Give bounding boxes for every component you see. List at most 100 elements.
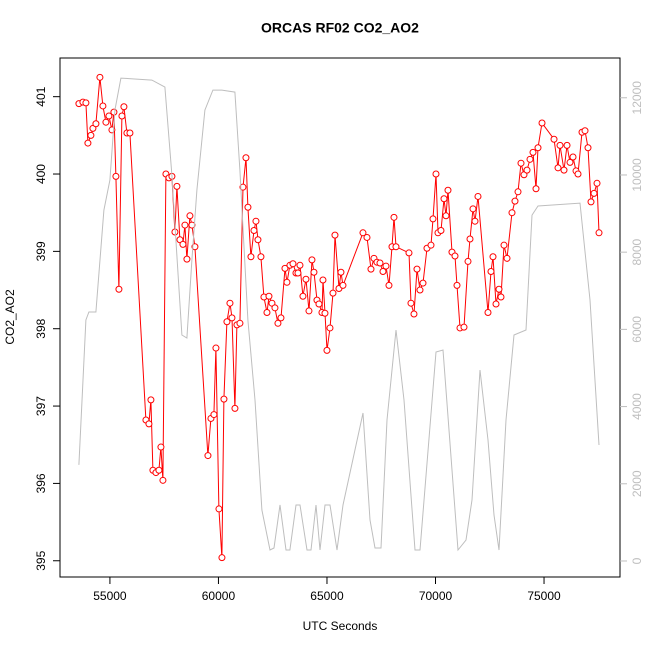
x-tick-label: 60000 <box>202 589 236 603</box>
data-point <box>250 226 258 234</box>
data-point <box>231 404 239 412</box>
data-point <box>550 135 558 143</box>
data-point <box>310 268 318 276</box>
data-point <box>460 323 468 331</box>
data-point <box>569 153 577 161</box>
data-point <box>526 155 534 163</box>
data-point <box>359 229 367 237</box>
data-point <box>126 129 134 137</box>
data-point <box>337 268 345 276</box>
y2-tick-label: 2000 <box>630 470 644 497</box>
y2-tick-label: 8000 <box>630 238 644 265</box>
data-point <box>495 285 503 293</box>
data-point <box>319 276 327 284</box>
data-point <box>593 179 601 187</box>
y-tick-label: 395 <box>34 550 48 570</box>
data-point <box>474 192 482 200</box>
data-point <box>321 309 329 317</box>
chart-title: ORCAS RF02 CO2_AO2 <box>261 20 419 36</box>
data-point <box>376 259 384 267</box>
data-point <box>228 314 236 322</box>
data-point <box>523 166 531 174</box>
data-point <box>566 158 574 166</box>
data-point <box>82 99 90 107</box>
data-point <box>220 395 228 403</box>
data-point <box>102 118 110 126</box>
data-point <box>226 299 234 307</box>
data-point <box>84 139 92 147</box>
data-point <box>210 411 218 419</box>
data-point <box>294 269 302 277</box>
data-point <box>296 261 304 269</box>
data-point <box>99 102 107 110</box>
data-point <box>147 396 155 404</box>
y-tick-label: 396 <box>34 473 48 493</box>
data-point <box>326 324 334 332</box>
y-axis-label: CO2_AO2 <box>3 289 17 345</box>
x-tick-label: 65000 <box>310 589 344 603</box>
data-point <box>466 235 474 243</box>
data-point <box>218 554 226 562</box>
x-axis-label: UTC Seconds <box>303 619 378 633</box>
data-point <box>254 236 262 244</box>
data-point <box>492 300 500 308</box>
data-point <box>453 281 461 289</box>
data-point <box>112 172 120 180</box>
data-point <box>451 252 459 260</box>
data-point <box>331 231 339 239</box>
data-point <box>416 286 424 294</box>
data-point <box>244 203 252 211</box>
data-point <box>554 164 562 172</box>
data-point <box>440 195 448 203</box>
data-point <box>302 275 310 283</box>
data-point <box>584 144 592 152</box>
data-point <box>363 233 371 241</box>
data-point <box>87 131 95 139</box>
data-point <box>186 212 194 220</box>
data-point <box>329 289 337 297</box>
data-point <box>407 299 415 307</box>
data-point <box>281 264 289 272</box>
data-point <box>305 307 313 315</box>
data-point <box>385 281 393 289</box>
data-point <box>587 198 595 206</box>
data-point <box>265 292 273 300</box>
y2-tick-label: 12000 <box>630 81 644 115</box>
y2-tick-label: 4000 <box>630 393 644 420</box>
data-point <box>188 221 196 229</box>
data-point <box>497 293 505 301</box>
data-point <box>444 186 452 194</box>
data-point <box>508 209 516 217</box>
data-point <box>236 319 244 327</box>
data-point <box>247 253 255 261</box>
data-point <box>484 308 492 316</box>
data-point <box>532 185 540 193</box>
data-point <box>413 265 421 273</box>
y-tick-label: 398 <box>34 318 48 338</box>
data-point <box>118 112 126 120</box>
x-tick-label: 55000 <box>93 589 127 603</box>
data-point <box>289 260 297 268</box>
y-tick-label: 399 <box>34 241 48 261</box>
data-point <box>464 257 472 265</box>
plot-frame <box>59 57 621 578</box>
data-point <box>204 452 212 460</box>
y2-tick-label: 10000 <box>630 158 644 192</box>
data-point <box>110 108 118 116</box>
data-point <box>271 304 279 312</box>
data-point <box>183 255 191 263</box>
data-point <box>120 103 128 111</box>
data-point <box>315 300 323 308</box>
data-point <box>410 310 418 318</box>
data-point <box>367 265 375 273</box>
data-point <box>590 189 598 197</box>
data-point <box>427 241 435 249</box>
series-line <box>78 77 600 558</box>
y-tick-label: 400 <box>34 164 48 184</box>
series-line <box>78 77 600 552</box>
data-point <box>581 127 589 135</box>
data-point <box>323 346 331 354</box>
data-point <box>257 253 265 261</box>
data-point <box>489 253 497 261</box>
data-point <box>92 120 100 128</box>
